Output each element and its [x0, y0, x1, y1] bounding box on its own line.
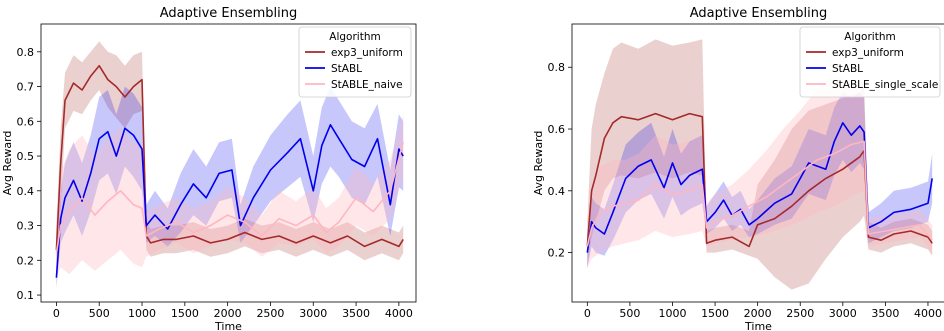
- series-line-StABLE_naive: [55, 141, 404, 254]
- y-tick-label: 0.4: [548, 185, 566, 198]
- chart-panel-2: Adaptive Ensembling 0 500 1000 1500 2000 2500 3…: [532, 6, 944, 331]
- axes-frame: [571, 23, 944, 303]
- x-tick-label: 2500: [786, 307, 814, 320]
- series-line-StABL: [55, 124, 404, 278]
- series-line-exp3_uniform: [55, 64, 404, 250]
- legend-entry: exp3_uniform: [331, 47, 403, 59]
- y-tick-label: 0.2: [548, 247, 566, 260]
- y-tick-label: 0.8: [17, 46, 35, 59]
- confidence-band-exp3_uniform: [587, 39, 933, 290]
- x-axis-label: Time: [214, 320, 242, 331]
- x-tick-label: 2000: [744, 307, 772, 320]
- series-line-StABLE_single_scale: [586, 140, 933, 247]
- chart-panel-1: Adaptive Ensembling 0 500 1000 1500 2000 2500 3…: [1, 6, 417, 331]
- x-tick-label: 2000: [214, 307, 242, 320]
- legend-box: [799, 26, 941, 98]
- confidence-band-StABLE_single_scale: [587, 73, 933, 269]
- legend-entry: StABL: [832, 63, 863, 75]
- confidence-band-StABL: [587, 92, 933, 268]
- legend-entry: StABLE_single_scale: [832, 79, 938, 91]
- y-tick-label: 0.7: [17, 81, 35, 94]
- plot-area: [55, 41, 404, 289]
- x-tick-label: 500: [89, 307, 110, 320]
- x-tick-label: 500: [619, 307, 640, 320]
- y-tick-label: 0.2: [17, 254, 35, 267]
- y-tick-label: 0.1: [17, 289, 35, 302]
- legend-entry: exp3_uniform: [832, 47, 904, 59]
- axes-frame: [40, 23, 417, 303]
- plot-area: [586, 39, 933, 290]
- x-tick-label: 0: [584, 307, 591, 320]
- y-axis-label: Avg Reward: [532, 131, 545, 196]
- chart-title: Adaptive Ensembling: [690, 6, 828, 21]
- y-tick-label: 0.4: [17, 185, 35, 198]
- series-line-exp3_uniform: [586, 112, 933, 248]
- x-tick-label: 1500: [171, 307, 199, 320]
- legend-entry: StABL: [331, 63, 362, 75]
- legend-title: Algorithm: [329, 31, 380, 43]
- legend-entry: StABLE_naive: [331, 79, 403, 91]
- legend-title: Algorithm: [844, 31, 895, 43]
- x-tick-label: 4000: [914, 307, 942, 320]
- y-tick-label: 0.8: [548, 61, 566, 74]
- y-tick-label: 0.6: [548, 123, 566, 136]
- x-tick-label: 1000: [658, 307, 686, 320]
- legend: Algorithm exp3_uniform StABL StABLE_naive: [298, 26, 412, 98]
- legend-box: [298, 26, 412, 98]
- chart-title: Adaptive Ensembling: [160, 6, 298, 21]
- legend: Algorithm exp3_uniform StABL StABLE_single_…: [799, 26, 941, 98]
- x-tick-label: 0: [53, 307, 60, 320]
- x-tick-label: 1000: [128, 307, 156, 320]
- x-tick-label: 1500: [701, 307, 729, 320]
- x-tick-label: 4000: [385, 307, 413, 320]
- y-tick-label: 0.6: [17, 115, 35, 128]
- x-tick-label: 3500: [871, 307, 899, 320]
- y-axis-label: Avg Reward: [1, 131, 14, 196]
- x-tick-label: 3500: [342, 307, 370, 320]
- x-axis-label: Time: [744, 320, 772, 331]
- y-tick-label: 0.3: [17, 220, 35, 233]
- x-tick-label: 2500: [256, 307, 284, 320]
- x-tick-label: 3000: [829, 307, 857, 320]
- x-tick-label: 3000: [299, 307, 327, 320]
- y-tick-label: 0.5: [17, 150, 35, 163]
